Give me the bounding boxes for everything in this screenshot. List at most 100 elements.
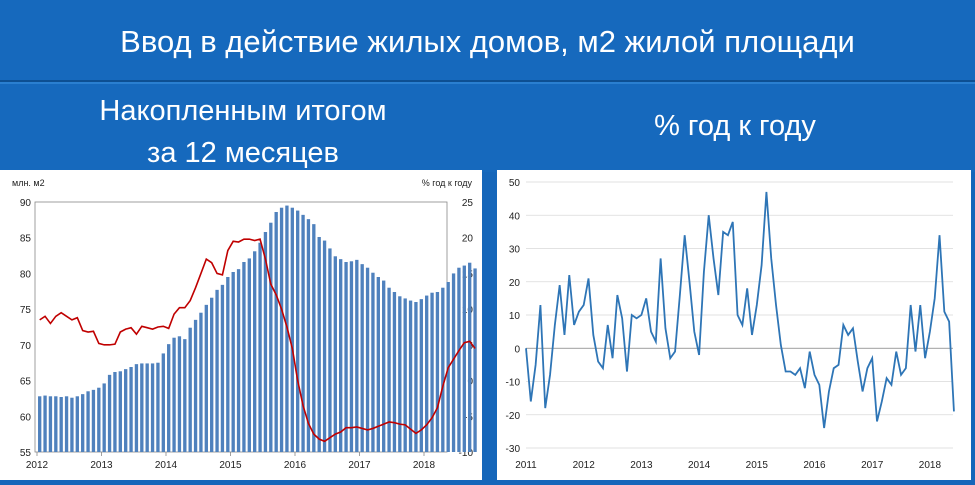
y-tick-label: 30 xyxy=(509,245,521,256)
yoy-chart-panel: -30 -20 -10 0 10 20 30 40 50 2011 2012 2013 2014 2015… xyxy=(497,170,971,480)
page-title: Ввод в действие жилых домов, м2 жилой пл… xyxy=(120,24,855,59)
subtitle-band: Накопленным итогом за 12 месяцев % год к… xyxy=(0,82,975,172)
right-y-tick-label: -10 xyxy=(459,448,474,459)
bar-area-value xyxy=(376,277,380,452)
y-tick-label: -10 xyxy=(506,378,521,389)
x-tick-label: 2015 xyxy=(746,460,769,471)
bar-area-value xyxy=(451,273,456,452)
bar-area-value xyxy=(107,374,112,452)
right-y-tick-label: 25 xyxy=(462,198,474,209)
x-tick-label: 2016 xyxy=(803,460,826,471)
bar-area-value xyxy=(392,292,397,452)
bar-area-value xyxy=(59,397,63,452)
bar-area-value xyxy=(382,280,386,452)
x-tick-label: 2013 xyxy=(630,460,653,471)
right-y-tick-label: 10 xyxy=(462,305,474,316)
left-y-tick-label: 70 xyxy=(20,341,32,352)
bar-area-value xyxy=(274,212,278,452)
bar-area-value xyxy=(236,269,241,452)
bar-area-value xyxy=(193,319,198,452)
left-y-tick-label: 80 xyxy=(20,269,32,280)
x-tick-label: 2014 xyxy=(155,460,178,471)
bar-area-value xyxy=(91,389,96,452)
bar-area-value xyxy=(408,300,413,452)
bar-area-value xyxy=(371,272,375,452)
bar-area-value xyxy=(102,383,106,452)
y-tick-label: 20 xyxy=(509,278,521,289)
bar-area-value xyxy=(70,397,74,452)
bar-area-value xyxy=(430,292,434,452)
bar-area-value xyxy=(414,302,418,452)
bar-area-value xyxy=(134,364,139,452)
bar-area-value xyxy=(349,261,354,452)
right-y-tick-label: 20 xyxy=(462,234,474,245)
left-heading-line2: за 12 месяцев xyxy=(147,137,339,169)
bar-area-value xyxy=(150,363,155,452)
left-heading-line1: Накопленным итогом xyxy=(99,95,387,127)
bar-area-value xyxy=(161,353,165,452)
left-y-tick-label: 60 xyxy=(20,412,32,423)
bar-area-value xyxy=(441,287,445,452)
bar-area-value xyxy=(403,298,407,452)
bar-area-value xyxy=(355,259,359,452)
bar-area-value xyxy=(425,295,429,452)
bar-area-value xyxy=(344,262,348,452)
bar-area-value xyxy=(86,391,90,452)
bar-area-value xyxy=(140,363,144,452)
bar-area-value xyxy=(306,219,311,452)
bar-area-value xyxy=(210,297,214,452)
bar-area-value xyxy=(129,367,133,452)
bar-area-value xyxy=(296,210,300,452)
yoy-chart: -30 -20 -10 0 10 20 30 40 50 2011 2012 2013 2014 2015… xyxy=(506,178,955,471)
bar-area-value xyxy=(231,272,235,452)
x-tick-label: 2014 xyxy=(688,460,711,471)
bar-area-value xyxy=(253,251,257,452)
title-band: Ввод в действие жилых домов, м2 жилой пл… xyxy=(0,0,975,82)
bar-area-value xyxy=(365,267,370,452)
bar-area-value xyxy=(290,207,294,452)
x-tick-label: 2018 xyxy=(413,460,436,471)
bar-area-value xyxy=(156,362,160,452)
x-tick-label: 2012 xyxy=(573,460,596,471)
bar-area-value xyxy=(177,336,182,452)
left-axis-unit-label: млн. м2 xyxy=(12,178,45,188)
bar-area-value xyxy=(247,258,251,452)
bar-area-value xyxy=(188,327,192,452)
left-y-tick-label: 85 xyxy=(20,234,32,245)
y-tick-label: 40 xyxy=(509,211,521,222)
bar-area-value xyxy=(339,259,343,452)
right-axis-unit-label: % год к году xyxy=(422,178,473,188)
y-tick-label: 0 xyxy=(514,344,520,355)
bar-area-value xyxy=(462,265,466,452)
x-tick-label: 2017 xyxy=(348,460,371,471)
x-tick-label: 2011 xyxy=(515,460,537,471)
bar-area-value xyxy=(419,299,423,452)
bar-area-value xyxy=(435,292,440,452)
cumulative-chart-panel: млн. м2 % год к году 55 60 65 70 75 80 85 90 -10… xyxy=(0,170,482,480)
bar-area-value xyxy=(118,371,122,452)
left-y-tick-label: 90 xyxy=(20,198,32,209)
bar-area-value xyxy=(172,337,176,452)
bar-area-value xyxy=(301,214,305,452)
right-chart-heading: % год к году xyxy=(654,110,816,142)
bar-area-value xyxy=(215,289,219,452)
yoy-growth-line xyxy=(39,238,476,443)
y-tick-label: 10 xyxy=(509,311,521,322)
left-y-tick-label: 55 xyxy=(20,448,32,459)
bar-area-value xyxy=(279,207,284,452)
bar-area-value xyxy=(258,242,262,452)
x-tick-label: 2013 xyxy=(90,460,113,471)
bar-area-value xyxy=(113,372,117,452)
x-tick-label: 2016 xyxy=(284,460,307,471)
y-tick-label: 50 xyxy=(509,178,521,189)
bar-area-value xyxy=(317,237,321,452)
x-tick-label: 2015 xyxy=(219,460,242,471)
bar-area-value xyxy=(183,339,187,452)
bar-area-value xyxy=(312,224,316,452)
bar-area-value xyxy=(54,396,58,452)
bar-area-value xyxy=(328,248,332,452)
bar-area-value xyxy=(81,394,85,452)
bar-area-value xyxy=(226,277,230,452)
bar-area-value xyxy=(322,240,327,452)
right-y-tick-label: 15 xyxy=(462,269,474,280)
